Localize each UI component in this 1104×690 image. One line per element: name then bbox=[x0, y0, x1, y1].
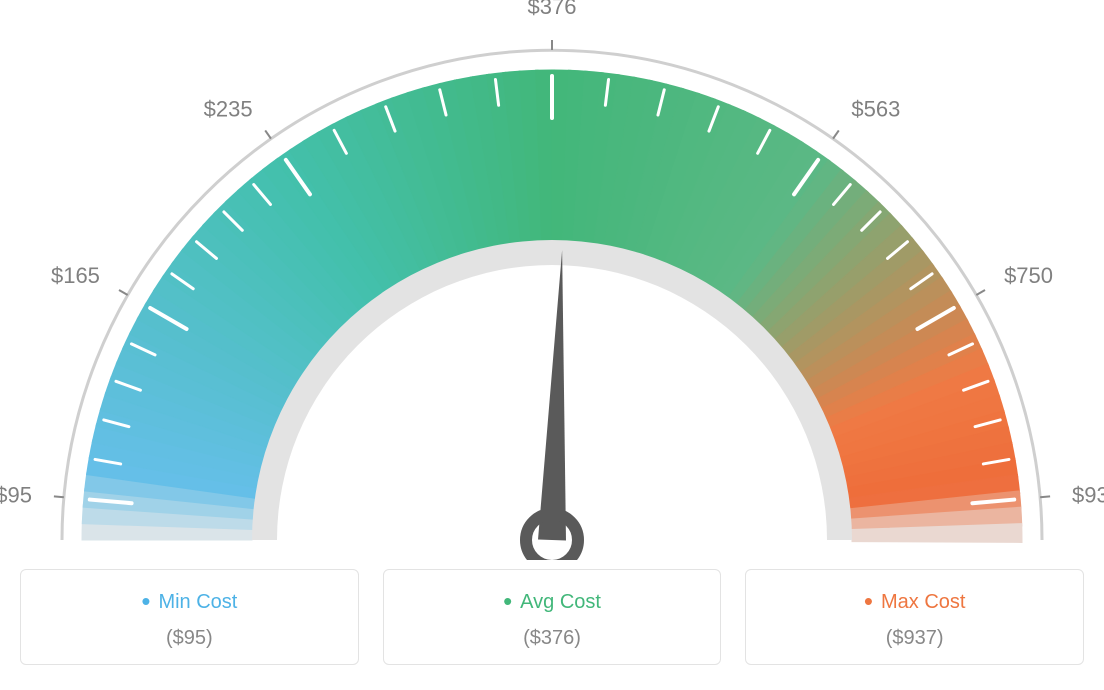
legend-avg-label: Avg Cost bbox=[394, 586, 711, 617]
legend-avg-value: ($376) bbox=[394, 627, 711, 650]
legend-card-avg: Avg Cost ($376) bbox=[383, 569, 722, 665]
legend-min-value: ($95) bbox=[31, 627, 348, 650]
legend-card-max: Max Cost ($937) bbox=[745, 569, 1084, 665]
gauge-svg: $95 $165 $235 $376 $563 $750 $937 bbox=[0, 0, 1104, 560]
gauge-area: $95 $165 $235 $376 $563 $750 $937 bbox=[0, 0, 1104, 560]
tick-label: $95 bbox=[0, 483, 32, 508]
cost-gauge-chart: $95 $165 $235 $376 $563 $750 $937 Min Cost ($9… bbox=[0, 0, 1104, 690]
legend-row: Min Cost ($95) Avg Cost ($376) Max Cost … bbox=[20, 569, 1084, 665]
tick-label: $750 bbox=[1004, 263, 1053, 288]
tick-label: $165 bbox=[51, 263, 100, 288]
legend-min-label: Min Cost bbox=[31, 586, 348, 617]
tick-label: $376 bbox=[528, 0, 577, 19]
tick-label: $235 bbox=[204, 96, 253, 121]
legend-card-min: Min Cost ($95) bbox=[20, 569, 359, 665]
legend-max-label: Max Cost bbox=[756, 586, 1073, 617]
needle bbox=[538, 250, 566, 540]
tick-label: $563 bbox=[851, 96, 900, 121]
legend-max-value: ($937) bbox=[756, 627, 1073, 650]
tick-label: $937 bbox=[1072, 483, 1104, 508]
